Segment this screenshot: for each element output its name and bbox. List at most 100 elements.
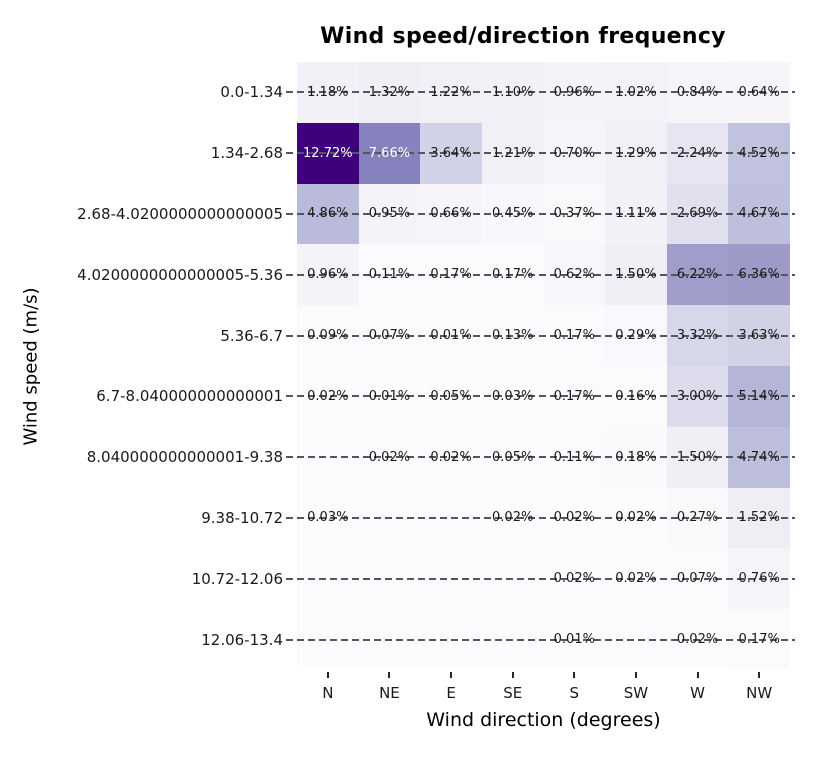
- heatmap-cell: 1.29%: [605, 122, 667, 184]
- cell-value-label: 1.10%: [492, 84, 534, 100]
- heatmap-cell: 7.66%: [358, 122, 421, 184]
- heatmap-cell: 0.02%: [605, 487, 667, 549]
- heatmap-cell: 3.32%: [666, 305, 729, 366]
- cell-value-label: 0.02%: [430, 449, 472, 465]
- cell-value-label: 0.96%: [307, 267, 349, 283]
- heatmap-cell: 0.17%: [420, 244, 482, 306]
- heatmap-cell: 0.64%: [728, 62, 790, 123]
- heatmap-cell: 0.01%: [420, 305, 482, 366]
- y-tick-label: 2.68-4.0200000000000005: [77, 205, 283, 223]
- x-tick-label: SW: [623, 684, 649, 702]
- cell-value-label: 1.32%: [368, 84, 411, 100]
- heatmap-cell: 0.13%: [481, 305, 544, 366]
- cell-value-label: 4.74%: [738, 449, 780, 465]
- cell-value-label: 0.05%: [430, 388, 472, 404]
- heatmap-cell: 0.02%: [666, 609, 729, 670]
- cell-value-label: 0.11%: [553, 449, 595, 465]
- heatmap-cell: 0.05%: [481, 426, 544, 488]
- y-tick-label: 10.72-12.06: [191, 569, 283, 588]
- cell-value-label: 0.17%: [553, 328, 595, 344]
- y-tick-label: 12.06-13.4: [201, 630, 283, 649]
- cell-value-label: 1.50%: [676, 449, 719, 465]
- heatmap-cell: 0.17%: [481, 244, 544, 306]
- heatmap-cell: 6.36%: [728, 244, 790, 306]
- row-dashed-line: [286, 91, 795, 94]
- cell-value-label: 1.21%: [492, 145, 534, 161]
- y-tick-label: 6.7-8.040000000000001: [96, 387, 283, 406]
- row-dashed-line: [286, 577, 795, 580]
- cell-value-label: 1.52%: [738, 510, 780, 526]
- cell-value-label: 0.17%: [430, 267, 472, 283]
- cell-value-label: 0.11%: [368, 267, 411, 283]
- cell-value-label: 0.62%: [553, 267, 595, 283]
- heatmap-cell: 0.02%: [420, 426, 482, 488]
- row-dashed-line: [286, 152, 795, 155]
- cell-value-label: 0.64%: [738, 84, 780, 100]
- heatmap-cell: 0.03%: [297, 487, 359, 549]
- cell-value-label: 1.02%: [615, 84, 657, 100]
- x-tick-mark: [634, 672, 637, 678]
- cell-value-label: 0.29%: [615, 328, 657, 344]
- y-tick-label: 8.040000000000001-9.38: [86, 448, 283, 467]
- heatmap-cell: 0.18%: [605, 426, 667, 488]
- cell-value-label: 1.11%: [615, 206, 657, 222]
- heatmap-cell: 0.70%: [543, 122, 606, 184]
- row-dashed-line: [286, 517, 795, 519]
- x-tick-mark: [511, 672, 514, 678]
- cell-value-label: 0.37%: [553, 206, 595, 222]
- cell-value-label: 1.29%: [615, 145, 657, 161]
- y-tick-label: 9.38-10.72: [201, 509, 283, 527]
- x-tick-label: E: [446, 684, 456, 702]
- x-tick-mark: [696, 672, 699, 678]
- x-tick-label: SE: [503, 684, 523, 702]
- cell-value-label: 1.22%: [430, 84, 472, 100]
- cell-value-label: 0.05%: [492, 449, 534, 465]
- cell-value-label: 0.76%: [738, 571, 780, 587]
- cell-value-label: 0.02%: [676, 632, 719, 648]
- heatmap-cell: 0.07%: [666, 548, 729, 610]
- x-tick-label: W: [690, 684, 705, 702]
- cell-value-label: 1.50%: [615, 267, 657, 283]
- x-tick-label: N: [322, 684, 334, 702]
- heatmap-cell: 1.11%: [605, 183, 667, 245]
- cell-value-label: 6.22%: [676, 267, 719, 283]
- y-tick-label: 0.0-1.34: [220, 83, 283, 102]
- y-tick-label: 5.36-6.7: [220, 326, 283, 345]
- heatmap-cell: 0.84%: [666, 62, 729, 123]
- heatmap-cell: 3.64%: [420, 122, 482, 184]
- cell-value-label: 5.14%: [738, 388, 780, 404]
- row-dashed-line: [286, 638, 795, 641]
- x-tick-mark: [388, 672, 391, 678]
- cell-value-label: 2.69%: [676, 206, 719, 222]
- cell-value-label: 0.13%: [492, 328, 534, 344]
- cell-value-label: 0.18%: [615, 449, 657, 465]
- heatmap-cell: 0.62%: [543, 244, 606, 306]
- x-tick-mark: [758, 672, 761, 678]
- cell-value-label: 12.72%: [303, 145, 353, 161]
- row-dashed-line: [286, 273, 795, 276]
- heatmap-cell: 0.02%: [297, 365, 359, 427]
- heatmap-cell: 2.69%: [666, 183, 729, 245]
- heatmap-cell: 12.72%: [297, 122, 359, 184]
- heatmap-cell: 1.22%: [420, 62, 482, 123]
- cell-value-label: 0.70%: [553, 145, 595, 161]
- heatmap-cell: 0.96%: [297, 244, 359, 306]
- cell-value-label: 0.01%: [553, 632, 595, 648]
- heatmap-cell: 0.17%: [543, 365, 606, 427]
- cell-value-label: 0.01%: [430, 328, 472, 344]
- heatmap-cell: 0.17%: [728, 609, 790, 670]
- heatmap-cell: 0.76%: [728, 548, 790, 610]
- x-tick-mark: [573, 672, 576, 678]
- heatmap-cell: 1.02%: [605, 62, 667, 123]
- heatmap-cell: 0.05%: [420, 365, 482, 427]
- cell-value-label: 3.63%: [738, 328, 780, 344]
- cell-value-label: 7.66%: [368, 145, 411, 161]
- cell-value-label: 0.17%: [553, 388, 595, 404]
- cell-value-label: 0.17%: [738, 632, 780, 648]
- cell-value-label: 0.02%: [368, 449, 411, 465]
- heatmap-cell: 4.74%: [728, 426, 790, 488]
- heatmap-cell: 0.45%: [481, 183, 544, 245]
- heatmap-cell: 0.37%: [543, 183, 606, 245]
- heatmap-cell: 1.18%: [297, 62, 359, 123]
- heatmap-cell: 5.14%: [728, 365, 790, 427]
